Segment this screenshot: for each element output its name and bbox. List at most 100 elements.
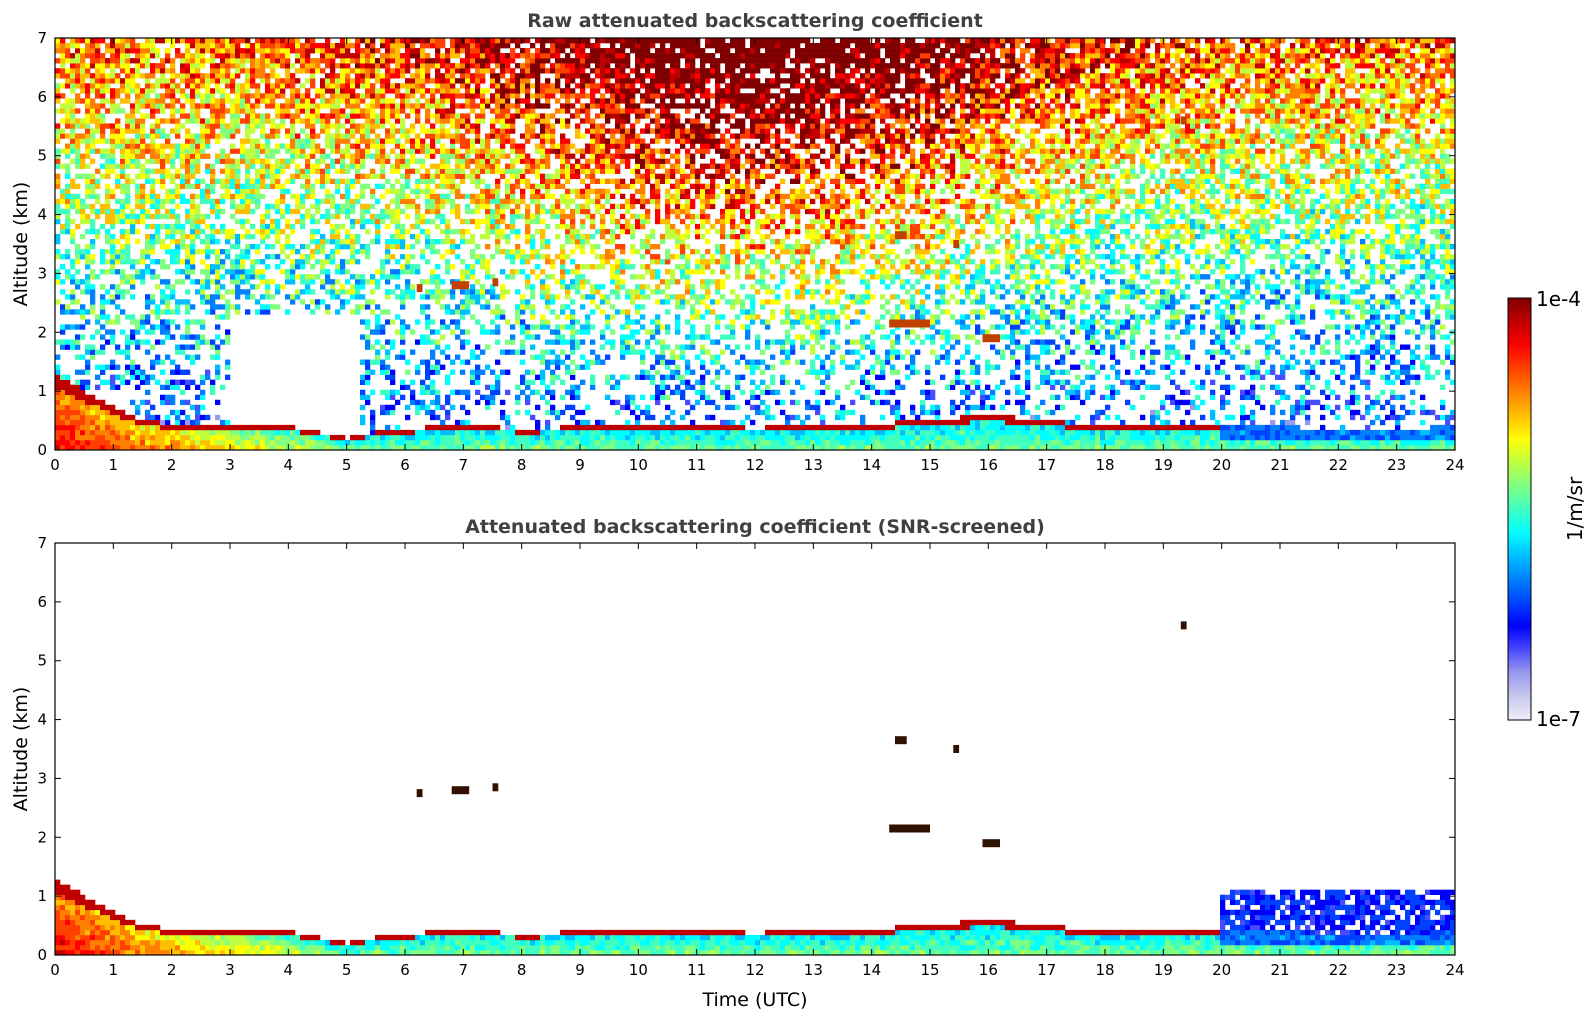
heatmap-cell bbox=[545, 193, 551, 200]
heatmap-cell bbox=[510, 123, 516, 129]
heatmap-cell bbox=[480, 58, 486, 64]
heatmap-cell bbox=[375, 444, 381, 450]
heatmap-cell bbox=[190, 43, 196, 49]
heatmap-cell bbox=[260, 158, 266, 164]
heatmap-cell bbox=[395, 188, 401, 195]
heatmap-cell bbox=[80, 98, 86, 104]
heatmap-cell bbox=[350, 178, 356, 184]
heatmap-cell bbox=[300, 128, 306, 134]
heatmap-cell bbox=[395, 163, 401, 169]
heatmap-cell bbox=[285, 43, 291, 49]
heatmap-cell bbox=[320, 173, 326, 179]
heatmap-cell bbox=[60, 279, 66, 285]
heatmap-cell bbox=[75, 73, 81, 79]
heatmap-cell bbox=[360, 274, 366, 280]
heatmap-cell bbox=[195, 38, 201, 44]
heatmap-cell bbox=[270, 244, 276, 250]
heatmap-cell bbox=[445, 118, 451, 124]
heatmap-cell bbox=[325, 63, 331, 69]
heatmap-cell bbox=[480, 424, 486, 431]
heatmap-cell bbox=[395, 158, 401, 164]
heatmap-cell bbox=[230, 123, 236, 129]
heatmap-cell bbox=[160, 118, 166, 124]
heatmap-cell bbox=[300, 299, 306, 305]
heatmap-cell bbox=[215, 264, 221, 270]
heatmap-cell bbox=[550, 43, 556, 49]
heatmap-cell bbox=[225, 429, 231, 436]
heatmap-cell bbox=[160, 309, 166, 315]
heatmap-cell bbox=[395, 284, 401, 290]
heatmap-cell bbox=[175, 304, 181, 310]
heatmap-cell bbox=[220, 294, 226, 300]
heatmap-cell bbox=[500, 123, 506, 129]
heatmap-cell bbox=[460, 228, 466, 235]
heatmap-cell bbox=[85, 379, 91, 385]
heatmap-cell bbox=[55, 213, 61, 220]
heatmap-cell bbox=[165, 299, 171, 305]
heatmap-cell bbox=[160, 434, 166, 441]
heatmap-cell bbox=[500, 233, 506, 240]
heatmap-cell bbox=[105, 289, 111, 295]
heatmap-cell bbox=[315, 259, 321, 265]
heatmap-cell bbox=[205, 223, 211, 230]
heatmap-cell bbox=[310, 73, 316, 79]
heatmap-cell bbox=[480, 203, 486, 210]
heatmap-cell bbox=[485, 38, 491, 44]
heatmap-cell bbox=[230, 118, 236, 124]
heatmap-cell bbox=[60, 289, 66, 295]
heatmap-cell bbox=[470, 249, 476, 255]
heatmap-cell bbox=[95, 424, 101, 431]
heatmap-cell bbox=[365, 133, 371, 139]
heatmap-cell bbox=[150, 274, 156, 280]
heatmap-cell bbox=[80, 198, 86, 205]
heatmap-cell bbox=[300, 168, 306, 174]
heatmap-cell bbox=[225, 58, 231, 64]
heatmap-cell bbox=[185, 118, 191, 124]
heatmap-cell bbox=[425, 404, 431, 411]
heatmap-cell bbox=[125, 138, 131, 144]
heatmap-cell bbox=[175, 249, 181, 255]
heatmap-cell bbox=[195, 203, 201, 210]
heatmap-cell bbox=[345, 83, 351, 89]
heatmap-cell bbox=[560, 93, 566, 99]
heatmap-cell bbox=[555, 98, 561, 104]
heatmap-cell bbox=[325, 193, 331, 200]
heatmap-cell bbox=[160, 63, 166, 69]
heatmap-cell bbox=[430, 249, 436, 255]
heatmap-cell bbox=[245, 43, 251, 49]
heatmap-cell bbox=[400, 334, 406, 340]
heatmap-cell bbox=[275, 143, 281, 149]
heatmap-cell bbox=[270, 93, 276, 99]
heatmap-cell bbox=[400, 208, 406, 215]
heatmap-cell bbox=[435, 118, 441, 124]
heatmap-cell bbox=[180, 369, 186, 375]
heatmap-cell bbox=[395, 128, 401, 134]
heatmap-cell bbox=[375, 183, 381, 190]
heatmap-cell bbox=[290, 38, 296, 44]
heatmap-cell bbox=[175, 324, 181, 330]
heatmap-cell bbox=[255, 148, 261, 154]
heatmap-cell bbox=[105, 88, 111, 94]
heatmap-cell bbox=[365, 203, 371, 210]
heatmap-cell bbox=[465, 83, 471, 89]
heatmap-cell bbox=[320, 68, 326, 74]
heatmap-cell bbox=[140, 213, 146, 220]
heatmap-cell bbox=[530, 183, 536, 190]
heatmap-cell bbox=[395, 259, 401, 265]
heatmap-cell bbox=[335, 148, 341, 154]
heatmap-cell bbox=[170, 78, 176, 84]
heatmap-cell bbox=[160, 359, 166, 365]
heatmap-cell bbox=[555, 364, 561, 370]
heatmap-cell bbox=[175, 228, 181, 235]
heatmap-cell bbox=[545, 439, 551, 446]
heatmap-cell bbox=[110, 434, 116, 441]
heatmap-cell bbox=[120, 218, 126, 225]
heatmap-cell bbox=[245, 123, 251, 129]
heatmap-cell bbox=[460, 429, 466, 436]
heatmap-cell bbox=[55, 108, 61, 114]
heatmap-cell bbox=[230, 264, 236, 270]
heatmap-cell bbox=[185, 78, 191, 84]
heatmap-cell bbox=[310, 133, 316, 139]
heatmap-cell bbox=[525, 163, 531, 169]
heatmap-cell bbox=[470, 158, 476, 164]
